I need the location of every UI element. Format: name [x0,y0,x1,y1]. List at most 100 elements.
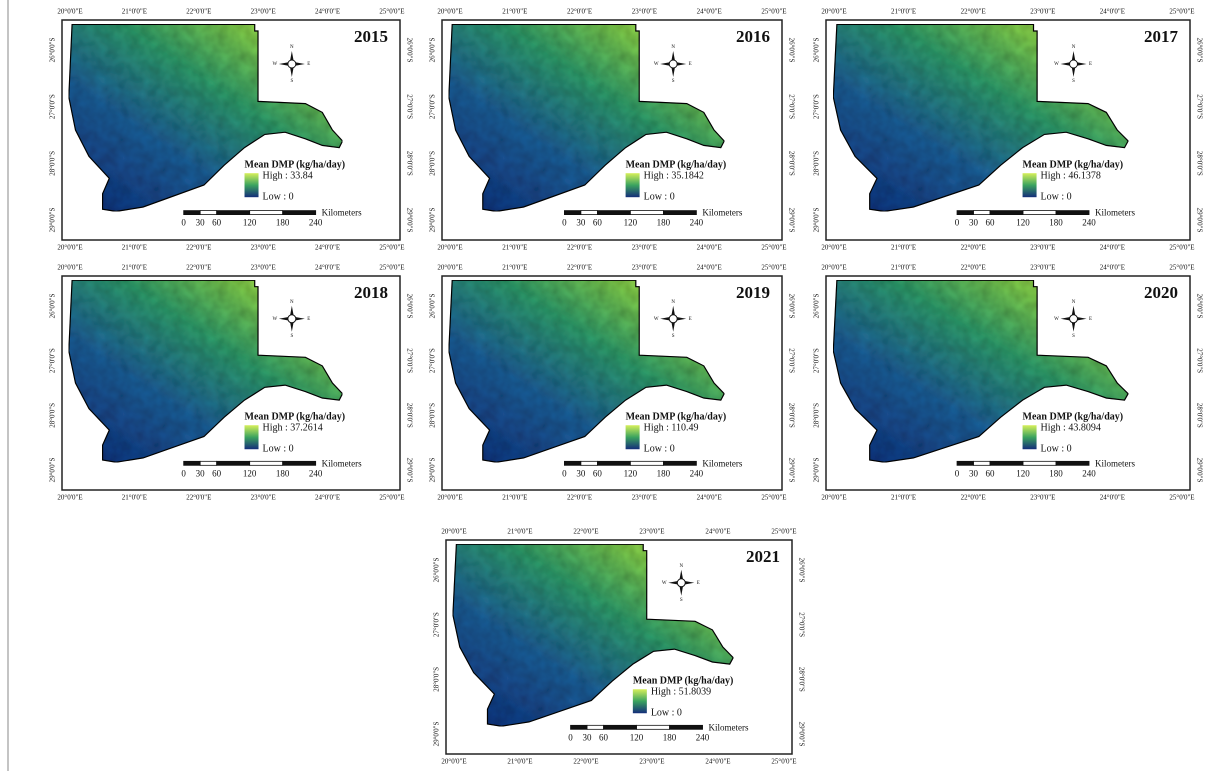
longitude-label: 23°0'0"E [251,264,276,272]
latitude-label: 26°0'0"S [49,37,57,62]
scale-tick-label: 60 [212,218,222,228]
north-arrow: N S E W [662,564,700,603]
compass-e: E [697,581,700,586]
scale-segment [973,460,991,466]
latitude-label: 29°0'0"S [787,208,795,233]
compass-w: W [654,62,659,67]
scale-segment [564,210,582,216]
region-map [68,23,344,213]
scale-segment [956,460,974,466]
scale-segment [183,210,201,216]
panel-year: 2018 [354,283,388,302]
scale-segment [580,210,598,216]
legend-high: High : 46.1378 [1041,170,1101,181]
longitude-label: 25°0'0"E [1169,494,1194,502]
longitude-label: 24°0'0"E [705,758,730,766]
scale-tick-label: 60 [986,468,996,478]
scale-segment [596,210,631,216]
latitude-label: 28°0'0"S [797,667,805,692]
compass-n: N [290,45,294,50]
compass-ring [668,59,678,69]
scale-tick-label: 60 [986,218,996,228]
longitude-label: 25°0'0"E [771,528,796,536]
latitude-label: 29°0'0"S [405,208,413,233]
legend-low: Low : 0 [1041,191,1072,202]
latitude-label: 29°0'0"S [433,721,441,746]
latitude-label: 27°0'0"S [1195,348,1203,373]
longitude-label: 21°0'0"E [502,244,527,252]
scale-segment [956,210,974,216]
compass-n: N [1072,300,1076,305]
scale-tick-label: 30 [583,732,593,742]
legend-title: Mean DMP (kg/ha/day) [1023,159,1124,170]
legend-ramp [625,173,640,198]
longitude-label: 21°0'0"E [502,8,527,16]
map-panel: 2016 20°0'0"E 20°0'0"E 21°0'0"E 21°0'0"E 22°0… [429,8,796,252]
longitude-label: 21°0'0"E [891,8,916,16]
scale-tick-label: 180 [1049,218,1063,228]
scale-tick-label: 240 [309,468,323,478]
longitude-label: 23°0'0"E [632,494,657,502]
scale-tick-label: 30 [576,218,586,228]
compass-w: W [1054,62,1059,67]
compass-ring [668,314,678,324]
longitude-label: 20°0'0"E [437,8,462,16]
scale-tick-label: 60 [599,732,609,742]
longitude-label: 20°0'0"E [437,244,462,252]
longitude-label: 23°0'0"E [251,244,276,252]
scale-tick-label: 180 [276,468,290,478]
scale-tick-label: 30 [196,218,206,228]
scale-tick-label: 0 [181,218,186,228]
map-panel: 2017 20°0'0"E 20°0'0"E 21°0'0"E 21°0'0"E 22°0… [813,8,1204,252]
region-map [832,279,1129,463]
legend-low: Low : 0 [263,444,294,455]
latitude-label: 28°0'0"S [49,403,57,428]
scale-segment [603,724,637,730]
scale-tick-label: 120 [243,218,257,228]
latitude-label: 26°0'0"S [49,293,57,318]
compass-s: S [672,79,675,84]
longitude-label: 23°0'0"E [1030,494,1055,502]
latitude-label: 27°0'0"S [405,348,413,373]
legend-low: Low : 0 [1041,444,1072,455]
legend-ramp [625,425,640,450]
longitude-label: 23°0'0"E [1030,8,1055,16]
longitude-label: 21°0'0"E [891,264,916,272]
north-arrow: N S E W [272,45,310,84]
latitude-label: 28°0'0"S [1195,151,1203,176]
latitude-label: 29°0'0"S [797,722,805,747]
scale-tick-label: 0 [181,468,186,478]
longitude-label: 22°0'0"E [567,8,592,16]
longitude-label: 21°0'0"E [122,8,147,16]
latitude-label: 29°0'0"S [49,457,57,482]
scale-unit: Kilometers [702,208,742,218]
latitude-label: 26°0'0"S [405,38,413,63]
latitude-label: 27°0'0"S [813,348,821,373]
latitude-label: 27°0'0"S [429,348,437,373]
longitude-label: 21°0'0"E [122,264,147,272]
legend-title: Mean DMP (kg/ha/day) [633,676,734,687]
latitude-label: 28°0'0"S [429,403,437,428]
compass-s: S [290,334,293,339]
longitude-label: 22°0'0"E [573,758,598,766]
latitude-label: 26°0'0"S [813,293,821,318]
region-map [448,279,725,463]
longitude-label: 22°0'0"E [186,264,211,272]
longitude-label: 21°0'0"E [122,244,147,252]
scale-unit: Kilometers [322,458,362,468]
latitude-label: 28°0'0"S [49,151,57,176]
scale-tick-label: 120 [624,468,638,478]
legend-ramp [1022,173,1037,198]
latitude-label: 29°0'0"S [813,207,821,232]
scale-segment [669,724,703,730]
scale-segment [989,210,1024,216]
longitude-label: 25°0'0"E [379,244,404,252]
north-arrow: N S E W [654,300,692,339]
latitude-label: 26°0'0"S [787,294,795,319]
latitude-label: 28°0'0"S [787,403,795,428]
scale-tick-label: 120 [630,732,644,742]
scale-segment [282,460,317,466]
compass-w: W [1054,317,1059,322]
north-arrow: N S E W [1054,45,1092,84]
panel-year: 2017 [1144,27,1179,46]
